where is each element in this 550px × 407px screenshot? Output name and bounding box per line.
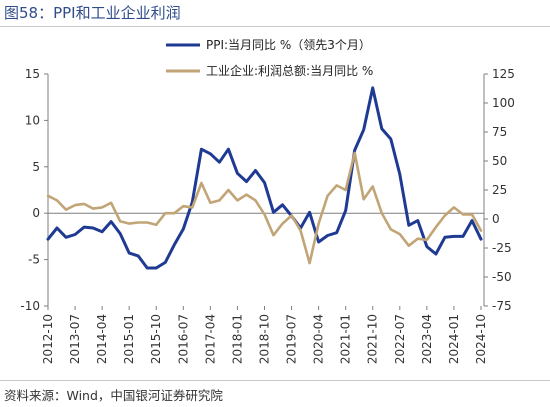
chart-series (46, 86, 483, 270)
source-note: 资料来源：Wind，中国银河证券研究院 (4, 388, 223, 403)
x-tick-label: 2015-01 (122, 314, 136, 364)
x-tick-label: 2013-07 (68, 314, 82, 364)
right-tick-label: -75 (492, 299, 512, 313)
profit-series-line (46, 151, 483, 265)
source-divider (0, 380, 550, 381)
left-tick-label: -5 (28, 253, 40, 267)
right-tick-label: 0 (492, 212, 500, 226)
figure-title: 图58：PPI和工业企业利润 (4, 4, 181, 22)
x-tick-label: 2017-04 (203, 314, 217, 364)
right-tick-label: 100 (492, 96, 515, 110)
title-divider (0, 26, 550, 27)
chart-legend: PPI:当月同比 %（领先3个月） 工业企业:利润总额:当月同比 % (166, 38, 373, 78)
left-tick-label: 10 (25, 113, 40, 127)
left-tick-label: 0 (32, 206, 40, 220)
x-tick-label: 2023-04 (420, 314, 434, 364)
chart-axes: -10-5051015-75-50-2502550751001252012-10… (20, 67, 515, 364)
right-tick-label: -50 (492, 270, 512, 284)
x-tick-label: 2012-10 (41, 314, 55, 364)
x-tick-label: 2020-04 (312, 314, 326, 364)
x-tick-label: 2019-07 (285, 314, 299, 364)
legend-label: PPI:当月同比 %（领先3个月） (206, 38, 371, 52)
chart: -10-5051015-75-50-2502550751001252012-10… (20, 38, 515, 364)
right-tick-label: 75 (492, 125, 507, 139)
ppi-series-line (46, 86, 483, 270)
x-tick-label: 2021-10 (366, 314, 380, 364)
left-tick-label: -10 (20, 299, 40, 313)
right-tick-label: 50 (492, 154, 507, 168)
x-tick-label: 2018-01 (230, 314, 244, 364)
x-tick-label: 2018-10 (257, 314, 271, 364)
right-tick-label: 25 (492, 183, 507, 197)
x-tick-label: 2024-01 (447, 314, 461, 364)
x-tick-label: 2021-01 (339, 314, 353, 364)
legend-label: 工业企业:利润总额:当月同比 % (206, 63, 373, 78)
x-tick-label: 2015-10 (149, 314, 163, 364)
x-tick-label: 2014-04 (95, 314, 109, 364)
x-tick-label: 2024-10 (474, 314, 488, 364)
right-tick-label: 125 (492, 67, 515, 81)
left-tick-label: 5 (32, 160, 40, 174)
left-tick-label: 15 (25, 67, 40, 81)
x-tick-label: 2016-07 (176, 314, 190, 364)
right-tick-label: -25 (492, 241, 512, 255)
x-tick-label: 2022-07 (393, 314, 407, 364)
